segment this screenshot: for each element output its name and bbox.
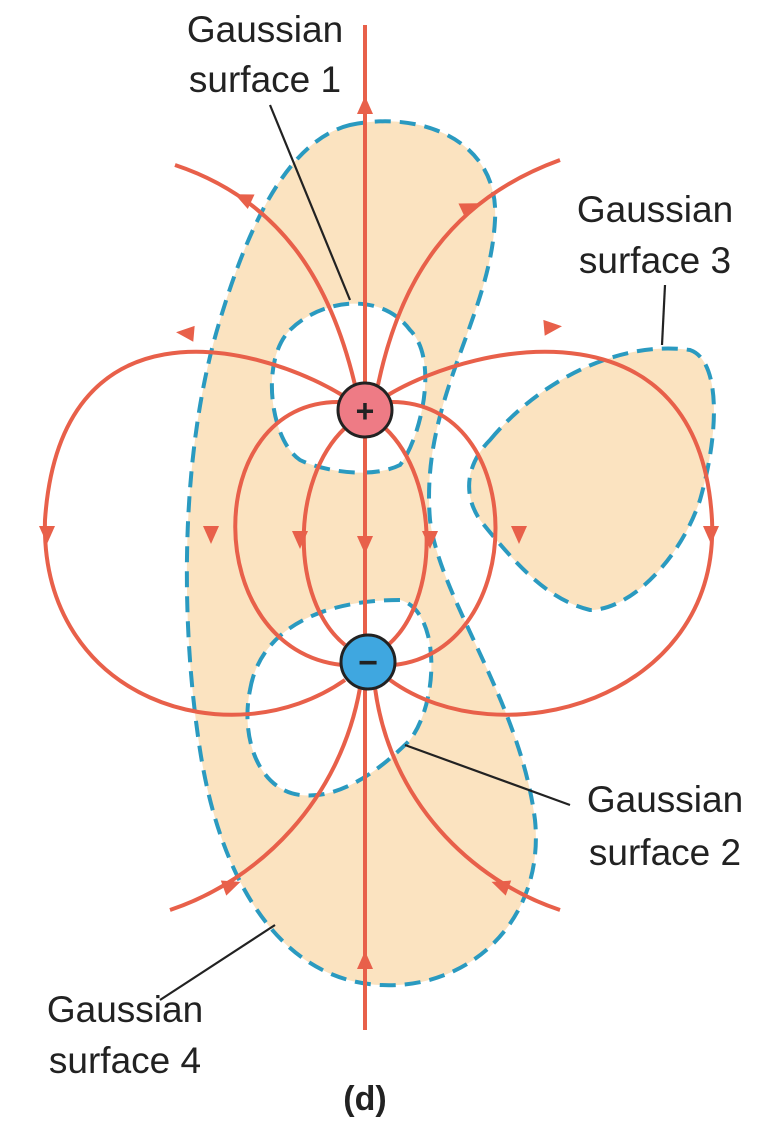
leader-3 <box>660 284 667 346</box>
leader-4 <box>159 924 276 1001</box>
leader-1 <box>268 104 352 301</box>
label: Gaussian <box>587 779 743 820</box>
label: surface 3 <box>579 240 731 281</box>
label: Gaussian <box>577 189 733 230</box>
charge-sign: + <box>356 393 375 429</box>
leader-2 <box>404 743 571 807</box>
label: surface 1 <box>189 59 341 100</box>
charge-sign: − <box>358 644 378 682</box>
negative-charge <box>339 633 397 691</box>
label: Gaussian <box>187 9 343 50</box>
label: surface 2 <box>589 832 741 873</box>
caption: (d) <box>343 1080 386 1118</box>
label: surface 4 <box>49 1040 201 1081</box>
positive-charge <box>336 381 394 439</box>
arrows <box>39 96 719 969</box>
surface-3 <box>467 346 716 613</box>
label: Gaussian <box>47 989 203 1030</box>
